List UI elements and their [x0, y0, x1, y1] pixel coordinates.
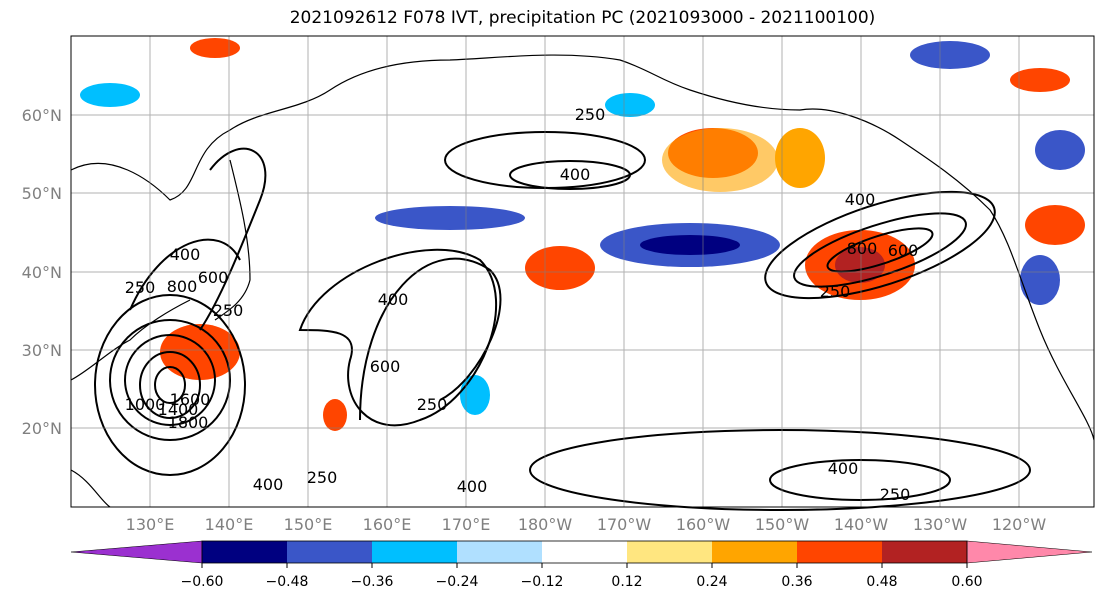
precip-shading: [80, 38, 1085, 431]
colorbar-segment: [882, 541, 967, 563]
contour-label: 250: [417, 395, 448, 414]
colorbar-tick-label: 0.24: [696, 574, 727, 590]
colorbar-segment: [712, 541, 797, 563]
contour-label: 600: [198, 268, 229, 287]
lat-label: 40°N: [22, 263, 62, 282]
colorbar-segment: [287, 541, 372, 563]
colorbar-tick-label: −0.24: [436, 574, 479, 590]
contour-label: 400: [253, 475, 284, 494]
colorbar-segment: [202, 541, 287, 563]
colorbar-tick-label: 0.48: [866, 574, 897, 590]
colorbar-segment: [457, 541, 542, 563]
contour-label: 250: [213, 301, 244, 320]
contour-label: 1600: [170, 390, 211, 409]
contour-label: 250: [820, 282, 851, 301]
contour-label: 250: [575, 105, 606, 124]
contour-label: 400: [170, 245, 201, 264]
lon-label: 160°W: [676, 515, 731, 530]
ivt-contours: [94, 131, 1031, 511]
colorbar-tick-label: 0.60: [951, 574, 982, 590]
colorbar-tick-label: −0.48: [266, 574, 309, 590]
lon-label: 180°W: [518, 515, 573, 530]
colorbar-tick-label: −0.12: [521, 574, 564, 590]
lon-label: 170°E: [442, 515, 491, 530]
colorbar-segment: [542, 541, 627, 563]
colorbar-tick-label: −0.60: [181, 574, 224, 590]
contour-label: 1400: [158, 400, 199, 419]
map-title: 2021092612 F078 IVT, precipitation PC (2…: [289, 8, 876, 28]
contour-label: 600: [888, 241, 919, 260]
lat-label: 30°N: [22, 341, 62, 360]
colorbar-segment: [70, 540, 203, 564]
contour-label: 400: [560, 165, 591, 184]
contour-label: 400: [457, 477, 488, 496]
contour-label: 400: [378, 290, 409, 309]
colorbar-segment: [797, 541, 882, 563]
lon-label: 140°E: [205, 515, 254, 530]
lat-label: 50°N: [22, 184, 62, 203]
colorbar-segment: [966, 540, 1093, 564]
lon-label: 150°E: [284, 515, 333, 530]
contour-label: 800: [167, 277, 198, 296]
contour-label: 600: [370, 357, 401, 376]
colorbar-tick-label: 0.36: [781, 574, 812, 590]
colorbar-segment: [627, 541, 712, 563]
contour-label: 1800: [168, 413, 209, 432]
lon-label: 130°W: [913, 515, 968, 530]
gridlines: [71, 36, 1094, 507]
colorbar-tick-label: −0.36: [351, 574, 394, 590]
map-panel: 60°N 50°N 40°N 30°N 20°N 130°E 140°E 150…: [22, 35, 1095, 530]
colorbar-tick-label: 0.12: [611, 574, 642, 590]
contour-label: 800: [847, 239, 878, 258]
contour-label: 250: [125, 278, 156, 297]
contour-label: 400: [828, 459, 859, 478]
lon-label: 130°E: [126, 515, 175, 530]
lon-label: 150°W: [755, 515, 810, 530]
colorbar-segment: [372, 541, 457, 563]
lat-label: 60°N: [22, 106, 62, 125]
lon-label: 140°W: [834, 515, 889, 530]
contour-label: 250: [880, 485, 911, 504]
coastlines: [70, 54, 1095, 508]
lat-label: 20°N: [22, 419, 62, 438]
lon-label: 170°W: [597, 515, 652, 530]
lon-label: 120°W: [992, 515, 1047, 530]
lon-label: 160°E: [363, 515, 412, 530]
contour-label: 400: [845, 190, 876, 209]
contour-label: 250: [307, 468, 338, 487]
contour-label: 1000: [125, 395, 166, 414]
